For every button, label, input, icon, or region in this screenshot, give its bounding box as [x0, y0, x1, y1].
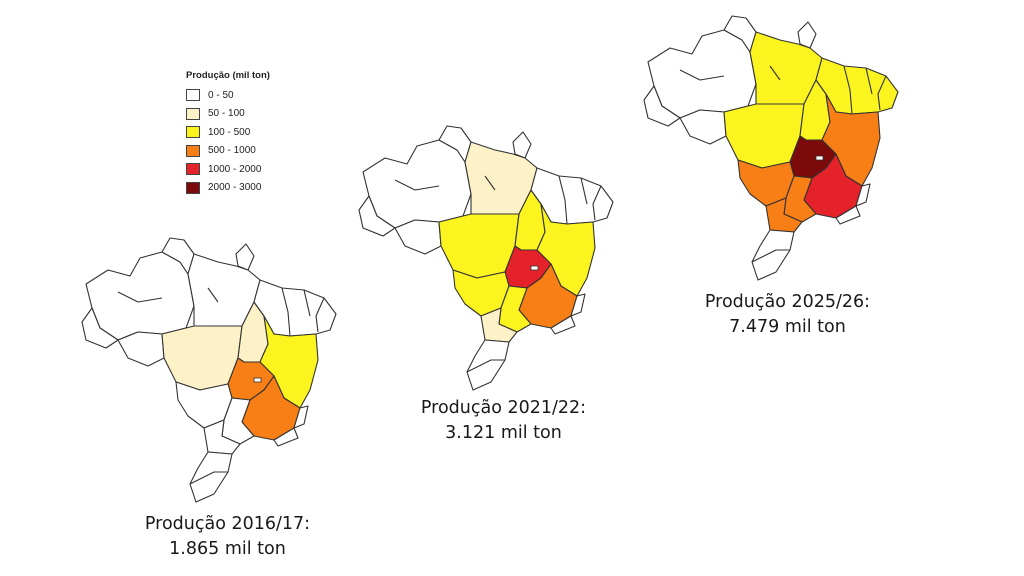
brazil-map-2016-17 [81, 237, 337, 503]
legend-swatch [186, 163, 200, 176]
state-ap [797, 21, 817, 49]
legend-title: Produção (mil ton) [186, 70, 270, 81]
caption-total: 7.479 mil ton [729, 317, 846, 337]
state-boundary [679, 69, 725, 81]
map-legend: Produção (mil ton) 0 - 50 50 - 100 100 - 5… [186, 70, 296, 197]
legend-item: 2000 - 3000 [186, 179, 296, 198]
state-ro [117, 331, 165, 367]
state-ro [679, 109, 727, 145]
state-es [855, 183, 871, 207]
state-boundary [207, 287, 219, 303]
state-boundary [558, 175, 568, 225]
state-boundary [394, 179, 440, 191]
state-am [85, 251, 195, 341]
state-south [751, 229, 795, 281]
caption-total: 3.121 mil ton [445, 423, 562, 443]
state-boundary [865, 67, 873, 95]
caption-total: 1.865 mil ton [169, 539, 286, 559]
legend-swatch [186, 181, 200, 194]
state-boundary [117, 291, 163, 303]
legend-label: 50 - 100 [208, 108, 245, 120]
caption-2025-26: Produção 2025/26: 7.479 mil ton [660, 290, 915, 340]
state-boundary [580, 177, 588, 205]
state-boundary [281, 287, 291, 337]
legend-item: 100 - 500 [186, 123, 296, 142]
state-am [647, 29, 757, 119]
state-ro [394, 219, 442, 255]
legend-item: 0 - 50 [186, 86, 296, 105]
legend-item: 1000 - 2000 [186, 160, 296, 179]
legend-swatch [186, 89, 200, 102]
state-south [466, 339, 510, 391]
legend-label: 0 - 50 [208, 89, 234, 101]
state-boundary [843, 65, 853, 115]
legend-item: 50 - 100 [186, 105, 296, 124]
state-boundary [189, 471, 228, 485]
state-boundary [769, 65, 781, 81]
state-south [189, 451, 233, 503]
state-ac [358, 195, 396, 237]
state-boundary [303, 289, 311, 317]
state-rj [550, 315, 576, 335]
state-boundary [877, 75, 887, 111]
state-ap [235, 243, 255, 271]
state-boundary [592, 185, 602, 221]
caption-2016-17: Produção 2016/17: 1.865 mil ton [100, 512, 355, 562]
legend-swatch [186, 126, 200, 139]
legend-label: 100 - 500 [208, 126, 251, 138]
state-rj [273, 427, 299, 447]
legend-item: 500 - 1000 [186, 142, 296, 161]
distrito-federal-marker [815, 155, 824, 161]
state-ba [821, 93, 881, 187]
caption-2021-22: Produção 2021/22: 3.121 mil ton [376, 396, 631, 446]
brazil-map-2021-22 [358, 125, 614, 391]
legend-label: 500 - 1000 [208, 145, 256, 157]
state-ac [643, 85, 681, 127]
legend-swatch [186, 144, 200, 157]
legend-swatch [186, 107, 200, 120]
state-boundary [484, 175, 496, 191]
caption-title: Produção 2021/22: [420, 398, 587, 418]
state-es [293, 405, 309, 429]
brazil-map-2025-26 [643, 15, 899, 281]
caption-title: Produção 2025/26: [704, 292, 871, 312]
legend-label: 1000 - 2000 [208, 163, 262, 175]
state-ap [512, 131, 532, 159]
state-es [570, 293, 586, 317]
state-rj [835, 205, 861, 225]
state-ba [259, 315, 319, 409]
state-ba [536, 203, 596, 297]
state-am [362, 139, 472, 229]
distrito-federal-marker [253, 377, 262, 383]
state-boundary [751, 249, 790, 263]
legend-label: 2000 - 3000 [208, 182, 262, 194]
distrito-federal-marker [530, 265, 539, 271]
state-boundary [315, 297, 325, 333]
caption-title: Produção 2016/17: [144, 514, 311, 534]
state-boundary [466, 359, 505, 373]
state-ac [81, 307, 119, 349]
